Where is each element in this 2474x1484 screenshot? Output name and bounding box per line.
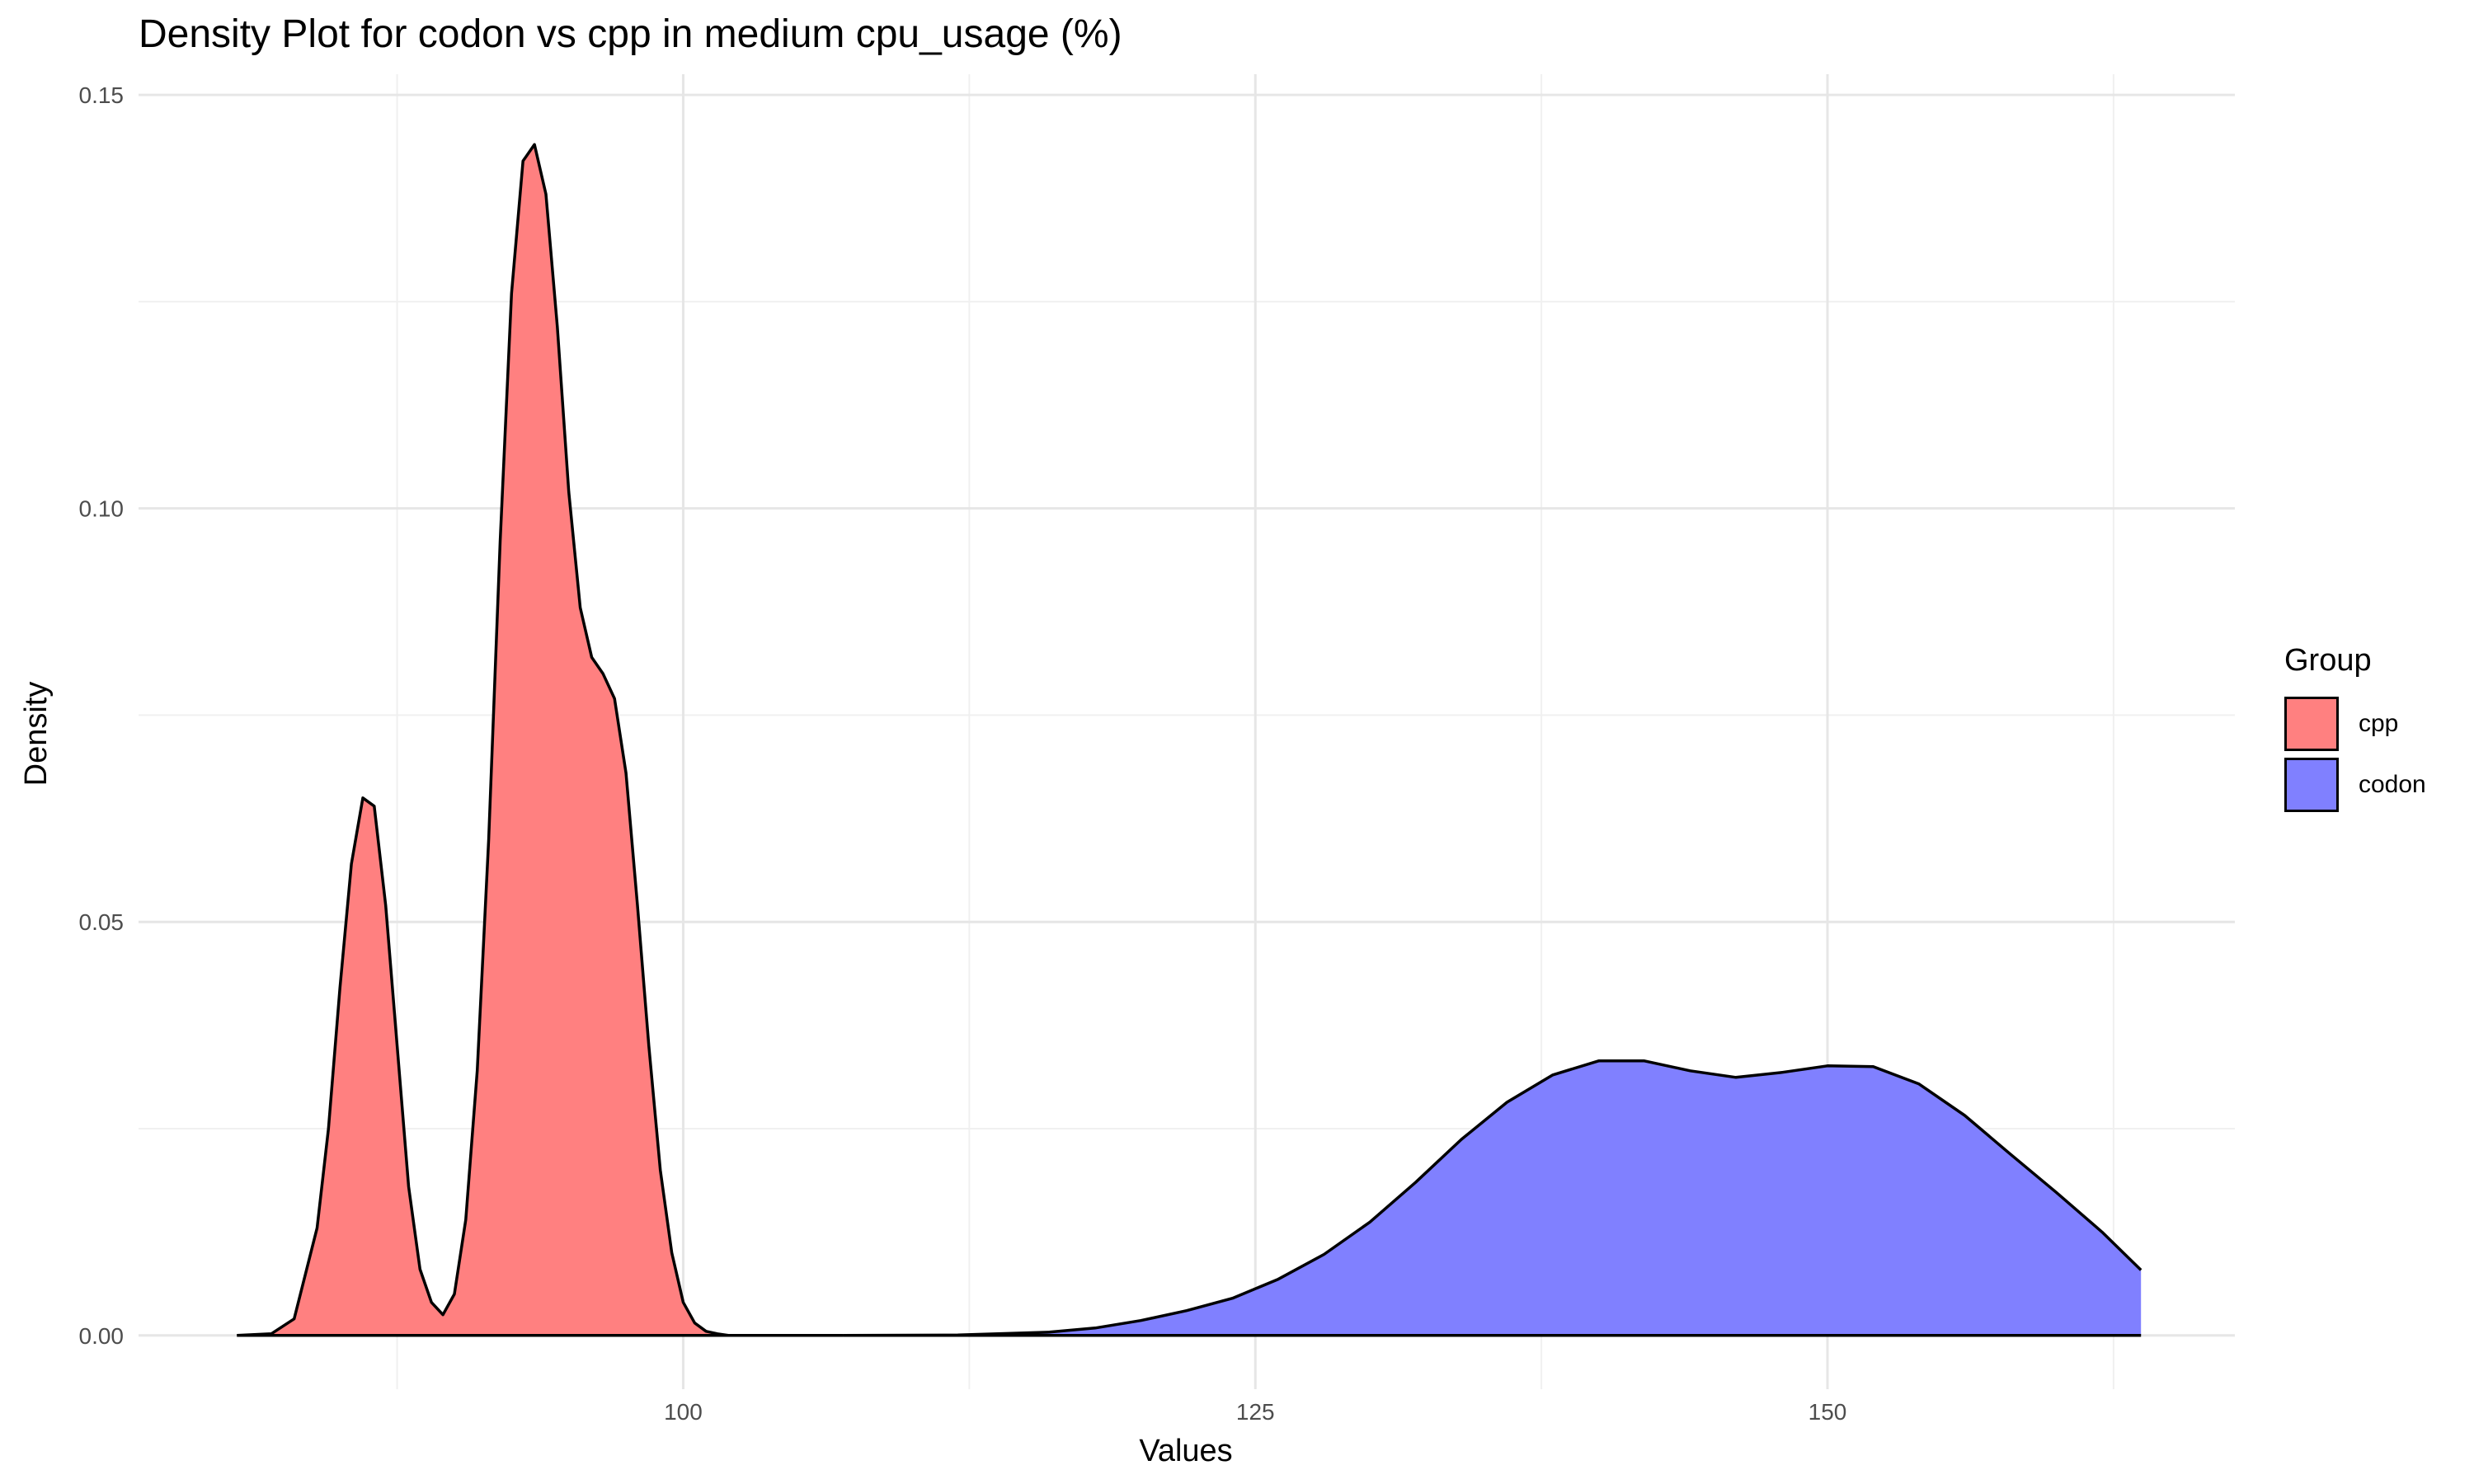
density-area-codon <box>843 1060 2142 1336</box>
legend-item-codon: codon <box>2284 754 2426 815</box>
legend-title: Group <box>2284 643 2372 678</box>
y-tick-label: 0.05 <box>79 909 125 935</box>
x-tick-label: 125 <box>1236 1399 1275 1425</box>
y-tick-label: 0.15 <box>79 82 125 108</box>
legend-key-codon <box>2284 758 2339 812</box>
tick-layer: 100 125 150 0.00 0.05 0.10 0.15 <box>79 82 1847 1425</box>
density-line-codon <box>843 1059 2142 1337</box>
y-tick-label: 0.00 <box>79 1323 125 1349</box>
y-axis-title: Density <box>19 682 54 787</box>
x-tick-label: 150 <box>1808 1399 1847 1425</box>
legend-item-cpp: cpp <box>2284 693 2426 754</box>
y-tick-label: 0.10 <box>79 496 125 522</box>
legend-key-cpp <box>2284 697 2339 751</box>
density-line-cpp <box>237 143 844 1337</box>
series-layer <box>237 143 2142 1337</box>
x-axis-title: Values <box>1139 1434 1232 1468</box>
legend: Group cpp codon <box>2284 643 2426 815</box>
legend-label-codon: codon <box>2359 771 2426 798</box>
legend-label-cpp: cpp <box>2359 710 2399 737</box>
x-tick-label: 100 <box>664 1399 703 1425</box>
density-area-cpp <box>237 144 844 1336</box>
chart-title: Density Plot for codon vs cpp in medium … <box>139 12 1122 56</box>
